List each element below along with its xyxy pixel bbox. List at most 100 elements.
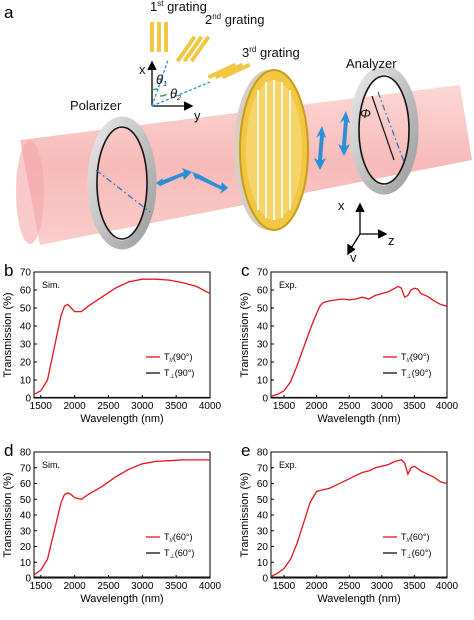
x-tick-label: 2500 bbox=[338, 581, 361, 592]
top-axis-triad bbox=[147, 59, 211, 111]
polarization-arrows bbox=[156, 168, 228, 194]
legend-label: T⊥(90°) bbox=[401, 368, 431, 380]
panel-letter: b bbox=[4, 262, 13, 280]
y-tick-label: 80 bbox=[20, 448, 32, 459]
legend-label: T//(90°) bbox=[164, 352, 192, 364]
grating-1-label: 1st grating bbox=[150, 0, 207, 14]
panel-letter-a: a bbox=[4, 3, 14, 22]
x-tick-label: 3500 bbox=[403, 401, 426, 412]
x-tick-label: 3000 bbox=[131, 581, 154, 592]
x-tick-label: 4000 bbox=[199, 401, 222, 412]
y-tick-label: 70 bbox=[257, 463, 269, 474]
x-tick-label: 2500 bbox=[338, 401, 361, 412]
x-axis-label: Wavelength (nm) bbox=[80, 593, 163, 605]
y-tick-label: 20 bbox=[20, 358, 32, 369]
chart-tag: Exp. bbox=[279, 460, 297, 470]
plot-frame bbox=[270, 271, 448, 399]
y-tick-label: 40 bbox=[257, 511, 269, 522]
y-tick-label: 40 bbox=[257, 322, 269, 333]
y-tick-label: 0 bbox=[262, 574, 268, 585]
x-tick-label: 2000 bbox=[306, 581, 329, 592]
y-tick-label: 40 bbox=[20, 322, 32, 333]
y-tick-label: 30 bbox=[257, 526, 269, 537]
panel-letter: d bbox=[4, 442, 13, 460]
polarizer bbox=[87, 116, 157, 250]
phi-label: Φ bbox=[360, 106, 371, 121]
y-tick-label: 30 bbox=[20, 340, 32, 351]
y-tick-label: 40 bbox=[20, 511, 32, 522]
series-line-0 bbox=[33, 459, 210, 576]
x-tick-label: 3500 bbox=[403, 581, 426, 592]
grating-2-label: 2nd grating bbox=[205, 12, 265, 27]
bottom-axis-triad bbox=[347, 202, 388, 256]
x-tick-label: 3500 bbox=[165, 581, 188, 592]
x-tick-label: 3000 bbox=[371, 401, 394, 412]
beam-end bbox=[16, 140, 44, 244]
plot-frame bbox=[33, 271, 211, 399]
chart-panel-d: d 1500 2000 2500 3000 3500 4000 0 10 20 30 40 50 60 70… bbox=[2, 442, 222, 605]
x-tick-label: 2500 bbox=[97, 581, 120, 592]
y-tick-label: 10 bbox=[20, 376, 32, 387]
bottom-axis-x: x bbox=[338, 198, 345, 213]
y-tick-label: 10 bbox=[257, 558, 269, 569]
y-tick-label: 50 bbox=[257, 304, 269, 315]
chart-panel-e: e 1500 2000 2500 3000 3500 4000 0 10 20 30 40 50 60 70… bbox=[239, 442, 459, 605]
y-tick-label: 20 bbox=[257, 358, 269, 369]
y-tick-label: 0 bbox=[262, 394, 268, 405]
x-axis-label: Wavelength (nm) bbox=[80, 413, 163, 425]
chart-tag: Exp. bbox=[279, 280, 297, 290]
y-tick-label: 30 bbox=[257, 340, 269, 351]
theta-1-label: θ1 bbox=[156, 72, 167, 88]
x-tick-label: 2000 bbox=[63, 581, 86, 592]
grating-3-icon bbox=[207, 62, 251, 80]
x-tick-label: 1500 bbox=[273, 401, 296, 412]
panel-letter: e bbox=[241, 442, 250, 460]
y-axis-label: Transmission (%) bbox=[239, 472, 251, 557]
y-tick-label: 10 bbox=[257, 376, 269, 387]
x-tick-label: 1500 bbox=[30, 581, 53, 592]
y-axis-label: Transmission (%) bbox=[2, 472, 14, 557]
grating-3-label: 3rd grating bbox=[242, 45, 300, 60]
grating-2-icon bbox=[175, 35, 211, 63]
analyzer bbox=[349, 65, 419, 195]
x-axis-label: Wavelength (nm) bbox=[317, 413, 400, 425]
x-axis-label: Wavelength (nm) bbox=[317, 593, 400, 605]
x-tick-label: 3000 bbox=[371, 581, 394, 592]
analyzer-label: Analyzer bbox=[346, 56, 397, 71]
bottom-axis-z: z bbox=[388, 233, 395, 248]
chart-panel-c: c 1500 2000 2500 3000 3500 4000 0 10 20 30 40 50 60 70… bbox=[239, 262, 459, 425]
chart-panel-b: b 1500 2000 2500 3000 3500 4000 0 10 20 30 40 50 60 70… bbox=[2, 262, 222, 425]
y-tick-label: 70 bbox=[20, 463, 32, 474]
metasurface-disk bbox=[234, 69, 309, 231]
y-tick-label: 70 bbox=[257, 268, 269, 279]
theta-2-label: θ2 bbox=[170, 86, 181, 102]
y-tick-label: 50 bbox=[257, 495, 269, 506]
series-line-0 bbox=[270, 459, 448, 577]
y-tick-label: 80 bbox=[257, 448, 269, 459]
x-tick-label: 2000 bbox=[306, 401, 329, 412]
series-line-0 bbox=[270, 285, 448, 397]
legend-label: T//(90°) bbox=[401, 352, 429, 364]
y-tick-label: 0 bbox=[25, 394, 31, 405]
y-tick-label: 20 bbox=[257, 542, 269, 553]
x-tick-label: 3000 bbox=[131, 401, 154, 412]
legend-label: T⊥(60°) bbox=[164, 548, 194, 560]
y-tick-label: 70 bbox=[20, 268, 32, 279]
x-tick-label: 3500 bbox=[165, 401, 188, 412]
x-tick-label: 1500 bbox=[30, 401, 53, 412]
y-tick-label: 20 bbox=[20, 542, 32, 553]
bottom-axis-y: y bbox=[350, 250, 357, 262]
chart-tag: Sim. bbox=[42, 460, 60, 470]
x-tick-label: 4000 bbox=[436, 401, 459, 412]
series-line-0 bbox=[33, 278, 211, 395]
y-axis-label: Transmission (%) bbox=[239, 292, 251, 377]
chart-tag: Sim. bbox=[42, 280, 60, 290]
panel-letter: c bbox=[241, 262, 250, 280]
legend-label: T//(60°) bbox=[401, 532, 429, 544]
y-tick-label: 10 bbox=[20, 558, 32, 569]
y-tick-label: 50 bbox=[20, 495, 32, 506]
y-tick-label: 0 bbox=[25, 574, 31, 585]
y-tick-label: 60 bbox=[20, 286, 32, 297]
y-tick-label: 30 bbox=[20, 526, 32, 537]
y-tick-label: 60 bbox=[20, 479, 32, 490]
